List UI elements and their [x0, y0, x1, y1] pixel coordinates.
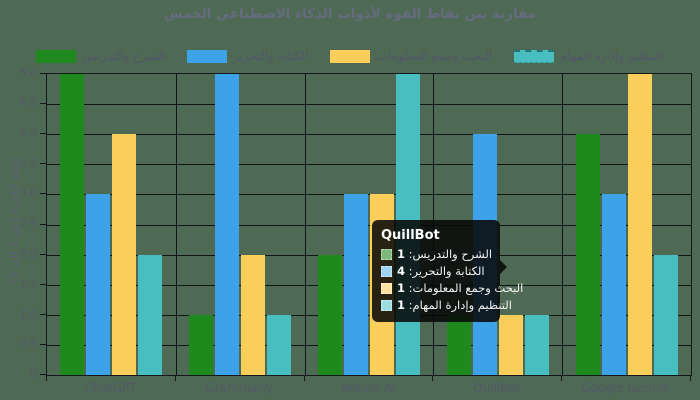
plot-area [46, 73, 692, 376]
tooltip-swatch-icon [381, 265, 392, 277]
y-tick-label: 4.5 [19, 96, 38, 110]
tooltip-row: الشرح والتدريس: 1 [381, 247, 493, 261]
bar[interactable] [575, 134, 600, 375]
gridline [47, 134, 691, 136]
y-tick-label: 1.0 [19, 307, 38, 321]
y-tick-label: 1.5 [19, 277, 38, 291]
legend-item[interactable]: التنظيم وإدارة المهام [514, 49, 664, 63]
gridline [47, 194, 691, 196]
gridline [47, 224, 691, 226]
gridline [47, 164, 691, 166]
x-tick-mark [303, 375, 305, 381]
legend-item[interactable]: الشرح والتدريس [36, 49, 165, 63]
y-tick-label: 2.5 [19, 217, 38, 230]
x-tick-mark [46, 375, 47, 381]
y-tick-mark [40, 133, 46, 135]
gridline [47, 344, 691, 346]
y-tick-mark [40, 73, 46, 74]
legend-swatch-icon [36, 49, 77, 63]
tooltip-swatch-icon [381, 248, 392, 260]
bar[interactable] [189, 314, 214, 375]
y-tick-label: 0.5 [19, 337, 38, 351]
y-tick-mark [40, 193, 46, 195]
y-tick-mark [40, 223, 46, 225]
y-tick-mark [40, 103, 46, 105]
x-tick-mark [432, 375, 434, 381]
legend-label: التنظيم وإدارة المهام [560, 49, 664, 63]
y-tick-mark [40, 343, 46, 345]
y-tick-mark [40, 253, 46, 255]
bar[interactable] [498, 314, 523, 375]
tooltip-row: البحث وجمع المعلومات: 1 [381, 281, 523, 295]
gridline [47, 254, 691, 256]
bar[interactable] [344, 194, 368, 375]
chart-title: مقارنة بين نقاط القوة لأدوات الذكاء الاص… [163, 6, 537, 22]
tooltip-caret-icon [500, 260, 507, 274]
tooltip-row-text: الكتابة والتحرير: 4 [397, 264, 485, 278]
bar[interactable] [267, 314, 292, 375]
bar[interactable] [627, 74, 652, 375]
y-tick-label: 3.0 [19, 186, 38, 200]
tooltip-swatch-icon [381, 299, 392, 311]
bar[interactable] [138, 254, 163, 375]
tooltip-rows: الشرح والتدريس: 1 الكتابة والتحرير: 4 البح… [381, 247, 523, 312]
tooltip-row: الكتابة والتحرير: 4 [381, 264, 491, 278]
gridline [562, 74, 564, 375]
legend-swatch-icon [330, 49, 371, 63]
legend-item[interactable]: البحث وجمع المعلومات [330, 49, 492, 63]
y-tick-mark [40, 163, 46, 165]
gridline [47, 104, 691, 106]
x-category-label: Notion AI [340, 381, 396, 395]
tooltip: QuillBot الشرح والتدريس: 1 الكتابة والتحر… [372, 220, 523, 322]
bar[interactable] [446, 314, 471, 375]
tooltip-row-text: التنظيم وإدارة المهام: 1 [397, 298, 512, 312]
y-tick-label: 5.0 [19, 66, 38, 80]
bar[interactable] [215, 74, 240, 375]
bar[interactable] [653, 254, 678, 375]
bar[interactable] [60, 74, 85, 375]
legend-label: البحث وجمع المعلومات [376, 49, 493, 63]
bar[interactable] [524, 314, 549, 375]
tooltip-row-text: البحث وجمع المعلومات: 1 [397, 281, 524, 295]
y-tick-mark [40, 283, 46, 285]
bar[interactable] [112, 134, 137, 375]
y-tick-mark [40, 374, 46, 375]
legend-label: الكتابة والتحرير [233, 49, 309, 63]
legend-item[interactable]: الكتابة والتحرير [187, 49, 308, 63]
y-tick-label: 2.0 [19, 247, 38, 261]
x-tick-mark [174, 375, 176, 381]
legend-label: الشرح والتدريس [82, 49, 166, 63]
gridline [47, 314, 691, 316]
legend-swatch-icon [187, 49, 228, 63]
tooltip-row: التنظيم وإدارة المهام: 1 [381, 298, 512, 312]
tooltip-title: QuillBot [381, 228, 440, 243]
y-tick-label: 4.0 [19, 126, 38, 140]
bar[interactable] [241, 254, 266, 375]
gridline [304, 74, 306, 375]
tooltip-swatch-icon [381, 282, 392, 294]
gridline [175, 74, 177, 375]
x-category-label: Google Gemini [581, 381, 670, 395]
tooltip-row-text: الشرح والتدريس: 1 [397, 247, 493, 261]
x-category-label: ChatGPT [84, 381, 137, 395]
y-tick-mark [40, 313, 46, 315]
gridline [47, 284, 691, 286]
legend: الشرح والتدريس الكتابة والتحرير البحث وجمع… [0, 49, 700, 63]
x-tick-mark [690, 375, 691, 381]
bar[interactable] [86, 194, 111, 375]
bar[interactable] [318, 254, 342, 375]
x-tick-mark [561, 375, 563, 381]
y-tick-label: 0 [30, 367, 37, 381]
y-tick-label: 3.5 [19, 156, 38, 170]
x-category-label: Grammarly [205, 381, 274, 395]
legend-swatch-icon [514, 49, 555, 63]
bar[interactable] [601, 194, 626, 375]
x-category-label: QuillBot [473, 381, 521, 395]
